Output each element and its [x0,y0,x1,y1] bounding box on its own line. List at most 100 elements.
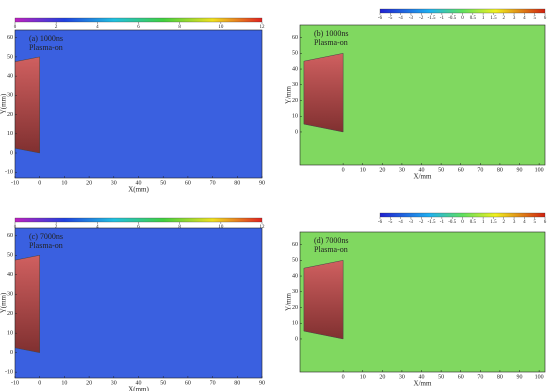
colorbar-tick-label: 4 [96,225,99,230]
electrode [303,260,344,340]
x-tick-label: 0 [342,167,345,173]
y-tick-label: 40 [7,74,13,80]
x-axis-label: X(mm) [128,186,149,194]
colorbar-tick-label: 2 [55,25,58,30]
x-tick-label: 20 [86,180,92,186]
x-tick-label: 60 [458,167,464,173]
y-tick-label: 50 [7,54,13,60]
colorbar-tick-label: 8 [178,25,181,30]
colorbar-tick-label: -3 [409,16,414,21]
y-tick-label: 60 [7,35,13,41]
colorbar-tick-label: -0.5 [448,220,456,225]
field-bg [15,30,262,178]
x-tick-label: 40 [419,167,425,173]
colorbar-tick-label: -1 [440,220,445,225]
panel-title: (b) 1000ns [314,29,348,38]
colorbar-tick-label: 0 [461,220,464,225]
y-tick-label: 40 [292,273,298,279]
x-tick-label: 50 [438,167,444,173]
x-tick-label: -10 [11,180,19,186]
y-tick-label: 20 [292,98,298,104]
colorbar-tick-label: 10 [218,25,224,30]
x-tick-label: 90 [259,380,265,386]
y-tick-label: 10 [292,321,298,327]
colorbar-tick-label: -1.5 [428,16,436,21]
colorbar-tick-label: 0 [14,225,17,230]
x-tick-label: -10 [11,380,19,386]
colorbar [14,217,263,223]
electrode [15,254,40,353]
colorbar-tick-label: 2 [503,220,506,225]
colorbar-tick-label: -0.5 [448,16,456,21]
y-tick-label: 10 [292,114,298,120]
y-tick-label: 30 [7,292,13,298]
colorbar-tick-label: 0 [461,16,464,21]
electrode [303,53,344,133]
y-tick-label: 20 [7,311,13,317]
y-tick-label: 60 [292,35,298,41]
field [300,25,545,165]
y-tick-label: 50 [292,51,298,57]
x-tick-label: 80 [234,180,240,186]
x-tick-label: 70 [477,374,483,380]
y-tick-label: 50 [292,258,298,264]
panel-title: (a) 1000ns [29,34,63,43]
y-tick-label: 10 [7,331,13,337]
y-tick-label: 30 [292,82,298,88]
colorbar-tick-label: -4 [399,220,404,225]
x-tick-label: 60 [185,180,191,186]
electrode [15,56,40,154]
y-tick-label: 0 [10,150,13,156]
colorbar-tick-label: -5 [388,220,393,225]
x-axis-label: X(mm) [128,386,149,391]
colorbar-tick-label: 12 [260,225,266,230]
x-tick-label: 40 [136,180,142,186]
colorbar [379,8,546,14]
x-tick-label: 50 [160,180,166,186]
y-tick-label: 40 [292,66,298,72]
colorbar-tick-label: 0 [14,25,17,30]
x-tick-label: 80 [497,374,503,380]
x-tick-label: 30 [111,180,117,186]
y-tick-label: 40 [7,272,13,278]
y-tick-label: 0 [295,336,298,342]
field [15,228,262,378]
x-tick-label: 90 [259,180,265,186]
x-tick-label: 0 [38,180,41,186]
y-tick-label: 0 [10,350,13,356]
y-axis-label: Y(mm) [0,93,8,114]
x-tick-label: 60 [185,380,191,386]
field-bg [15,228,262,378]
panel-title: (c) 7000ns [29,232,63,241]
x-tick-label: 80 [497,167,503,173]
colorbar-tick-label: -3 [409,220,414,225]
x-tick-label: 100 [535,374,544,380]
x-tick-label: 30 [399,374,405,380]
field [300,232,545,372]
colorbar-tick-label: 5 [533,220,536,225]
colorbar-tick-label: 6 [137,225,140,230]
x-tick-label: 0 [342,374,345,380]
y-tick-label: 30 [292,289,298,295]
y-tick-label: -10 [5,170,13,176]
colorbar-tick-label: 4 [523,16,526,21]
field [15,30,262,178]
x-tick-label: 20 [379,374,385,380]
x-tick-label: 10 [61,180,67,186]
colorbar-tick-label: -1 [440,16,445,21]
y-axis-label: Y(mm) [0,292,8,313]
x-tick-label: 0 [38,380,41,386]
x-tick-label: 30 [399,167,405,173]
y-tick-label: 20 [7,112,13,118]
y-tick-label: 60 [292,242,298,248]
colorbar-tick-label: 1.5 [490,16,497,21]
colorbar-tick-label: 12 [260,25,266,30]
colorbar-tick-label: 1 [482,220,485,225]
colorbar-tick-label: -4 [399,16,404,21]
colorbar-tick-label: 0.5 [470,220,477,225]
colorbar-tick-label: -5 [388,16,393,21]
x-tick-label: 60 [458,374,464,380]
y-axis-label: Y/mm [285,293,293,311]
x-axis-label: X/mm [414,173,432,181]
